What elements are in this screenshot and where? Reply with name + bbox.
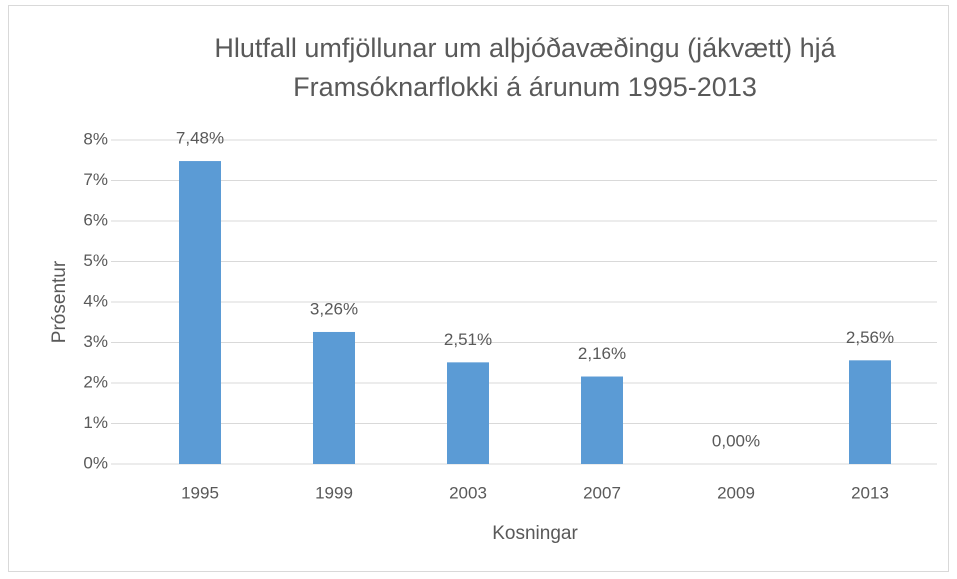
y-tick-label: 7% xyxy=(83,170,108,189)
chart-border xyxy=(8,5,949,572)
data-label: 3,26% xyxy=(310,299,358,318)
bar xyxy=(179,161,221,464)
x-tick-label: 2013 xyxy=(851,483,889,502)
data-label: 2,56% xyxy=(846,328,894,347)
bar xyxy=(447,362,489,464)
y-tick-label: 6% xyxy=(83,210,108,229)
y-tick-label: 3% xyxy=(83,332,108,351)
data-label: 0,00% xyxy=(712,431,760,450)
x-axis-title: Kosningar xyxy=(492,523,578,544)
y-tick-label: 8% xyxy=(83,129,108,148)
data-label: 2,51% xyxy=(444,330,492,349)
chart-title: Framsóknarflokki á árunum 1995-2013 xyxy=(293,72,757,102)
x-tick-label: 2003 xyxy=(449,483,487,502)
y-tick-label: 5% xyxy=(83,251,108,270)
bar xyxy=(581,376,623,464)
x-tick-label: 1999 xyxy=(315,483,353,502)
y-axis-title: Prósentur xyxy=(49,260,70,343)
chart-title: Hlutfall umfjöllunar um alþjóðavæðingu (… xyxy=(214,33,836,63)
y-tick-label: 2% xyxy=(83,372,108,391)
x-tick-label: 1995 xyxy=(181,483,219,502)
y-tick-label: 0% xyxy=(83,453,108,472)
x-tick-label: 2007 xyxy=(583,483,621,502)
x-tick-label: 2009 xyxy=(717,483,755,502)
bar xyxy=(313,331,355,464)
bar xyxy=(849,360,891,464)
data-label: 7,48% xyxy=(176,129,224,148)
data-label: 2,16% xyxy=(578,344,626,363)
y-tick-label: 4% xyxy=(83,291,108,310)
y-tick-label: 1% xyxy=(83,413,108,432)
